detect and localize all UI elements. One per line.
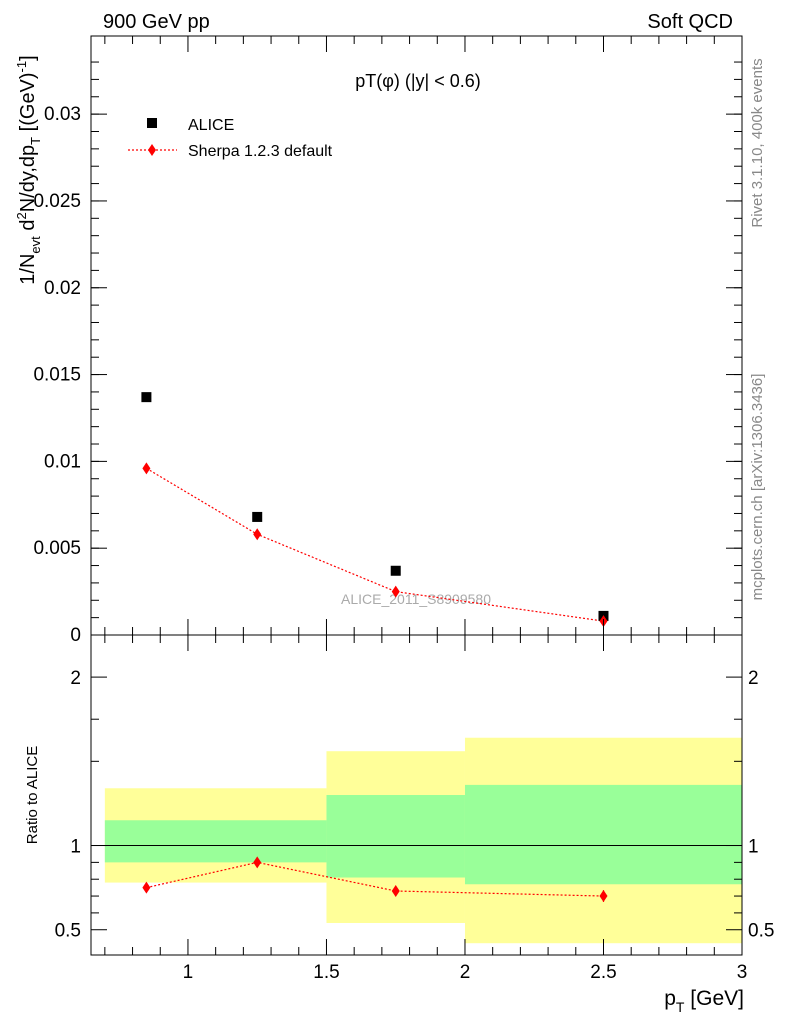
- sherpa-line: [146, 467, 604, 622]
- y-tick-label: 0.03: [44, 104, 81, 125]
- header-left: 900 GeV pp: [103, 11, 210, 33]
- ratio-y-tick-label: 1: [70, 837, 81, 858]
- ratio-point: [253, 856, 262, 869]
- ratio-frame: [90, 634, 743, 956]
- ratio-panel: 0.5 0.5 1 1 2 2 1 1.5 2 2.5 3 Ratio to ALICE pT [G…: [24, 634, 774, 1015]
- main-ylabel: 1/Nevt d2N/dy,dpT [(GeV)-1]: [14, 55, 43, 284]
- legend-label-alice: ALICE: [188, 117, 234, 134]
- watermark: ALICE_2011_S8909580: [341, 591, 491, 607]
- x-tick-label: 3: [737, 962, 748, 983]
- main-title: pT(φ) (|y| < 0.6): [355, 71, 481, 91]
- alice-point: [141, 392, 152, 403]
- alice-point: [390, 565, 401, 576]
- uncertainty-band-inner: [326, 795, 465, 878]
- legend-label-sherpa: Sherpa 1.2.3 default: [188, 143, 333, 160]
- x-axis-label: pT [GeV]: [664, 987, 744, 1015]
- ratio-y-tick-label: 2: [70, 668, 81, 689]
- ratio-y-tick-label-right: 0.5: [748, 921, 774, 942]
- ratio-point: [391, 885, 400, 897]
- x-tick-label: 1: [183, 962, 194, 983]
- y-tick-label: 0: [70, 625, 81, 646]
- y-tick-label: 0.005: [33, 538, 81, 559]
- x-tick-label: 1.5: [313, 962, 339, 983]
- x-tick-label: 2: [460, 962, 471, 983]
- header-right: Soft QCD: [647, 11, 733, 33]
- y-tick-label: 0.015: [33, 365, 81, 386]
- main-panel: pT(φ) (|y| < 0.6) ALICE_2011_S8909580 1/…: [14, 35, 743, 646]
- ratio-y-tick-label: 0.5: [55, 921, 81, 942]
- sherpa-point: [253, 528, 262, 541]
- ratio-y-tick-label-right: 1: [748, 837, 759, 858]
- ratio-ylabel: Ratio to ALICE: [24, 746, 41, 844]
- legend-marker-sherpa: [148, 144, 156, 156]
- ratio-y-tick-label-right: 2: [748, 668, 759, 689]
- uncertainty-band-inner: [104, 820, 327, 863]
- y-tick-label: 0.025: [33, 191, 81, 212]
- uncertainty-band-inner: [464, 784, 742, 885]
- sherpa-point: [142, 462, 151, 475]
- legend: ALICE Sherpa 1.2.3 default: [128, 117, 333, 160]
- alice-point: [252, 511, 263, 522]
- y-tick-label: 0.01: [44, 451, 81, 472]
- ratio-line: [146, 861, 604, 897]
- ratio-point: [599, 890, 608, 903]
- sherpa-point: [391, 585, 400, 598]
- ratio-point: [142, 881, 151, 894]
- legend-marker-alice: [147, 118, 157, 128]
- side-label-bottom: mcplots.cern.ch [arXiv:1306.3436]: [749, 374, 766, 601]
- side-label-top: Rivet 3.1.10, 400k events: [749, 58, 766, 227]
- y-tick-label: 0.02: [44, 278, 81, 299]
- x-tick-label: 2.5: [590, 962, 616, 983]
